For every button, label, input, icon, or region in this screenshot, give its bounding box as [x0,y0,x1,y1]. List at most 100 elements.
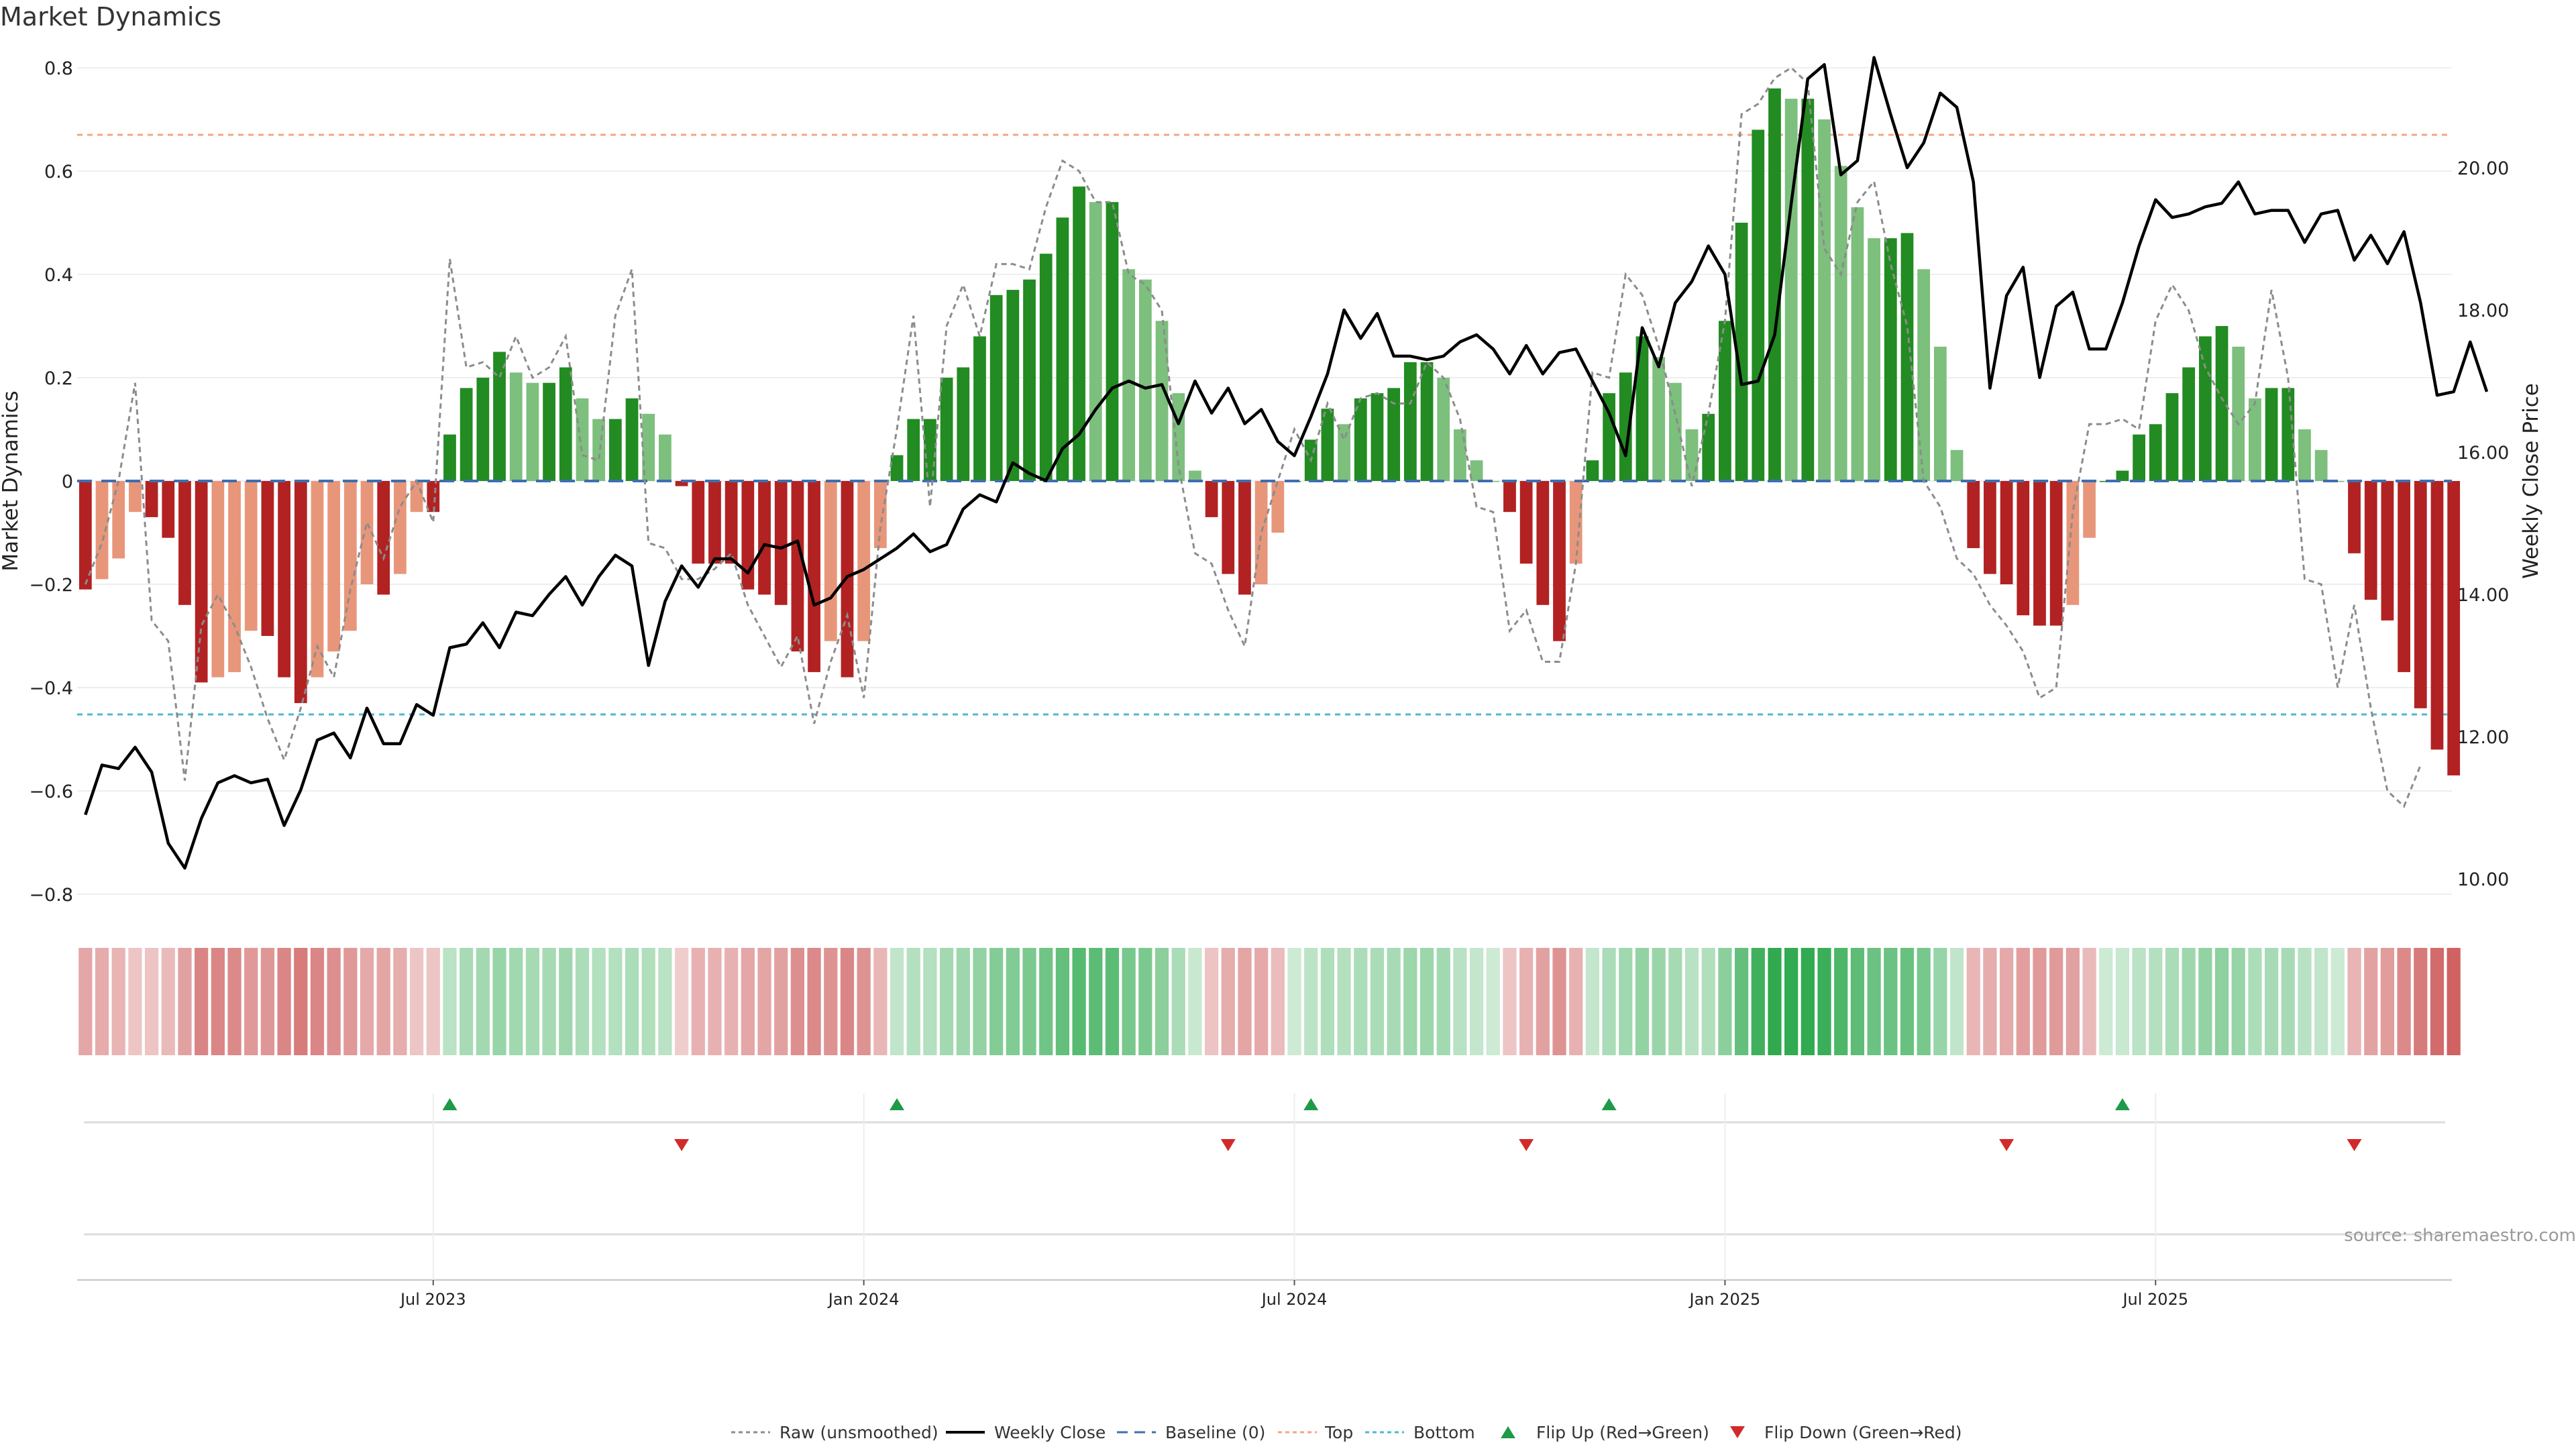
heat-cell [1718,948,1732,1055]
heat-cell [2182,948,2196,1055]
dynamics-bar [509,372,523,481]
dynamics-bar [476,378,490,481]
heat-cell [1354,948,1368,1055]
dynamics-bar [112,481,125,559]
dynamics-bar [1603,393,1615,481]
right-tick-label: 18.00 [2457,301,2509,321]
right-axis-label: Weekly Close Price [2519,383,2543,579]
raw-line [84,66,2422,808]
heat-cell [1287,948,1301,1055]
dynamics-bar [2364,481,2377,600]
heat-cell [1387,948,1401,1055]
dynamics-bar [1056,217,1069,481]
dynamics-bar [1155,321,1169,481]
heat-cell [2132,948,2146,1055]
heat-cell [1684,948,1699,1055]
x-tick-label: Jul 2023 [399,1290,466,1309]
heat-cell [989,948,1004,1055]
dynamics-bar [774,481,788,605]
heat-cell [1155,948,1169,1055]
dynamics-bar [2116,470,2129,481]
legend-label: Raw (unsmoothed) [780,1423,938,1442]
left-tick-label: 0.8 [44,58,73,79]
heat-cell [2264,948,2279,1055]
heat-cell [1337,948,1351,1055]
dynamics-bar [2414,481,2427,708]
left-axis-label: Market Dynamics [0,390,23,571]
heat-cell [641,948,655,1055]
dynamics-bar [576,398,589,481]
dynamics-bar [608,419,622,481]
dynamics-bar [1768,88,1781,482]
flip-up-marker [442,1098,458,1110]
heat-cell [1171,948,1185,1055]
heat-cell [409,948,424,1055]
heat-cell [1917,948,1931,1055]
x-axis: Jul 2023 Jan 2024 Jul 2024 Jan 2025 Jul 2025 [399,1280,2188,1309]
heat-cell [873,948,888,1055]
dynamics-bar [1271,481,1285,533]
heat-cell [1768,948,1782,1055]
left-tick-label: −0.6 [29,782,73,802]
dynamics-bar [2232,346,2245,481]
heat-cell [1536,948,1550,1055]
heat-strip [78,948,2461,1055]
dynamics-bar [957,367,970,481]
heat-cell [592,948,606,1055]
heat-cell [2248,948,2262,1055]
dynamics-bar [1868,238,1880,481]
dynamics-bar [543,382,555,481]
right-tick-label: 10.00 [2457,869,2509,890]
heat-cell [2430,948,2445,1055]
heat-cell [460,948,474,1055]
vertical-gridlines [432,1093,2157,1280]
dynamics-bar [427,481,440,513]
dynamics-bar [211,481,225,678]
legend: Raw (unsmoothed) Weekly Close Baseline (0)… [731,1423,1962,1442]
dynamics-bar [443,434,456,481]
dynamics-bar [145,481,158,517]
heat-cell [956,948,970,1055]
left-axis: 0.8 0.6 0.4 0.2 0 −0.2 −0.4 −0.6 −0.8 [29,58,73,906]
dynamics-bar [625,398,639,481]
dynamics-bar [1354,398,1367,481]
dynamics-bar [1967,481,1980,549]
dynamics-bar [1735,223,1748,481]
heat-cell [1072,948,1086,1055]
heat-cell [1751,948,1765,1055]
heat-cell [608,948,623,1055]
heat-cell [824,948,838,1055]
dynamics-bar [1536,481,1550,605]
dynamics-bar [2049,481,2063,626]
heat-cell [1867,948,1881,1055]
heat-cell [260,948,275,1055]
legend-label: Top [1324,1423,1353,1442]
heat-cell [294,948,308,1055]
dynamics-bar [1553,481,1566,641]
heat-cell [2314,948,2328,1055]
left-tick-label: 0 [62,472,73,492]
heat-cell [2397,948,2411,1055]
heat-cell [1320,948,1335,1055]
dynamics-bar [2398,481,2410,672]
heat-cell [1089,948,1103,1055]
dynamics-bar [2430,481,2444,750]
heat-cell [973,948,987,1055]
heat-cell [2330,948,2345,1055]
dynamics-bar [2033,481,2046,626]
heat-cell [327,948,341,1055]
heat-cell [393,948,407,1055]
heat-cell [1022,948,1036,1055]
left-tick-label: −0.8 [29,885,73,906]
x-tick-label: Jul 2025 [2121,1290,2188,1309]
heat-cell [1701,948,1715,1055]
heat-cell [939,948,954,1055]
dynamics-bar [1387,388,1401,481]
heat-cell [1569,948,1583,1055]
dynamics-bar [394,481,407,574]
chart-title: Market Dynamics [0,2,221,32]
dynamics-bar [1403,362,1417,481]
dynamics-bar [1818,119,1831,481]
heat-cell [1370,948,1385,1055]
dynamics-bar [1752,129,1765,481]
